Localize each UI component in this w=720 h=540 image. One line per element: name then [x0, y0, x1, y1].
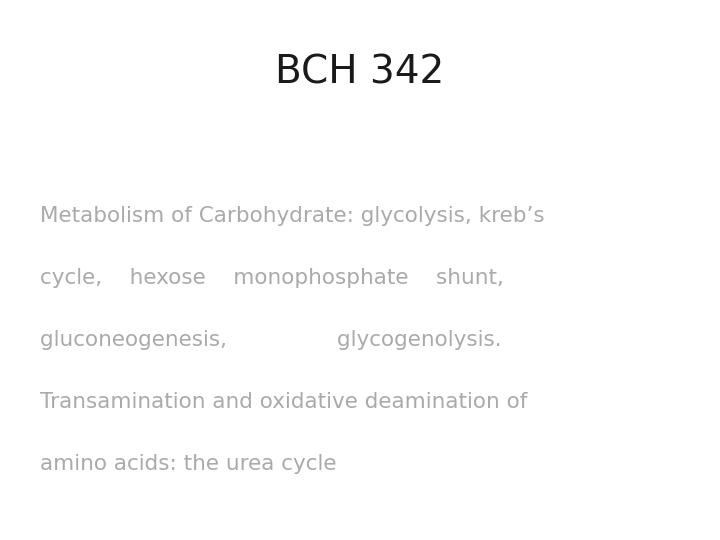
Text: BCH 342: BCH 342 [275, 54, 445, 92]
Text: Transamination and oxidative deamination of: Transamination and oxidative deamination… [40, 392, 527, 413]
Text: Metabolism of Carbohydrate: glycolysis, kreb’s: Metabolism of Carbohydrate: glycolysis, … [40, 206, 544, 226]
Text: amino acids: the urea cycle: amino acids: the urea cycle [40, 454, 336, 475]
Text: cycle,    hexose    monophosphate    shunt,: cycle, hexose monophosphate shunt, [40, 268, 503, 288]
Text: gluconeogenesis,                glycogenolysis.: gluconeogenesis, glycogenolysis. [40, 330, 501, 350]
